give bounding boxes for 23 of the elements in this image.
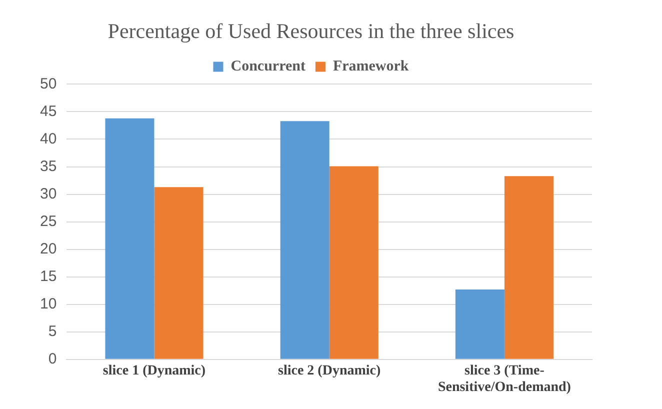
chart-title: Percentage of Used Resources in the three slices — [108, 19, 514, 44]
bar — [455, 290, 504, 359]
y-tick-label: 0 — [48, 350, 57, 368]
y-tick-label: 35 — [40, 158, 57, 175]
bar — [154, 187, 204, 359]
y-tick-label: 15 — [40, 268, 57, 285]
y-tick-label: 40 — [40, 130, 57, 148]
y-tick-label: 5 — [48, 323, 57, 340]
y-tick-label: 10 — [40, 296, 57, 312]
x-tick-label: slice 3 (Time-Sensitive/On-demand) — [438, 363, 572, 396]
x-tick-label: slice 1 (Dynamic) — [102, 363, 206, 378]
legend-label: Concurrent — [230, 58, 306, 75]
bar — [504, 176, 554, 359]
bar — [105, 118, 154, 359]
y-tick-label: 25 — [40, 212, 57, 230]
x-tick-label: slice 2 (Dynamic) — [278, 363, 381, 378]
bar — [329, 166, 378, 359]
y-tick-label: 30 — [40, 185, 57, 202]
bar — [280, 121, 330, 359]
y-tick-label: 50 — [40, 75, 57, 92]
y-tick-label: 45 — [40, 102, 57, 120]
legend-label: Framework — [332, 58, 410, 75]
y-tick-label: 20 — [40, 240, 57, 258]
